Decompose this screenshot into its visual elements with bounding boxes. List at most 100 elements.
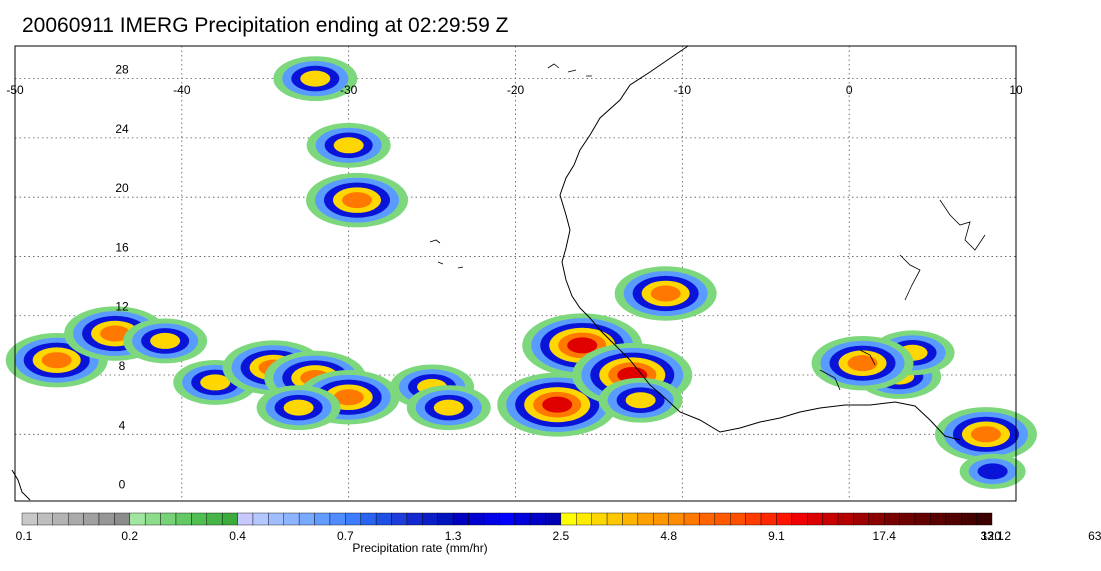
precip-cell bbox=[123, 318, 208, 364]
precipitation-field bbox=[5, 56, 1037, 489]
precip-cell bbox=[598, 377, 683, 423]
colorbar-swatch bbox=[175, 512, 192, 526]
colorbar-tick-label: 4.8 bbox=[660, 529, 677, 543]
colorbar-swatch bbox=[930, 512, 947, 526]
colorbar-swatch bbox=[468, 512, 485, 526]
colorbar-swatch bbox=[98, 512, 115, 526]
colorbar-swatch bbox=[853, 512, 870, 526]
colorbar-swatch bbox=[837, 512, 854, 526]
precip-contour bbox=[970, 426, 1001, 443]
colorbar-swatch bbox=[514, 512, 531, 526]
graticule bbox=[15, 46, 1016, 501]
colorbar-swatch bbox=[529, 512, 546, 526]
precip-cell bbox=[497, 372, 618, 437]
africa-coastline bbox=[559, 45, 961, 441]
colorbar-swatch bbox=[545, 512, 562, 526]
colorbar-swatch bbox=[314, 512, 331, 526]
colorbar-swatch bbox=[560, 512, 577, 526]
colorbar-swatch bbox=[129, 512, 146, 526]
colorbar-swatch bbox=[298, 512, 315, 526]
colorbar-swatch bbox=[884, 512, 900, 526]
latitude-label: 20 bbox=[115, 181, 129, 195]
colorbar-swatch bbox=[21, 512, 38, 526]
precip-cell bbox=[934, 407, 1037, 462]
colorbar-tick-label: 33.1 bbox=[980, 529, 1004, 543]
colorbar-swatch bbox=[745, 512, 762, 526]
precip-cell bbox=[273, 56, 358, 102]
precip-contour bbox=[333, 137, 364, 154]
coastline bbox=[11, 45, 986, 501]
colorbar-swatch bbox=[499, 512, 515, 526]
colorbar-swatch bbox=[791, 512, 808, 526]
colorbar-swatch bbox=[899, 512, 916, 526]
colorbar-swatch bbox=[483, 512, 500, 526]
precip-cell bbox=[959, 453, 1026, 489]
precip-contour bbox=[650, 285, 681, 302]
inland-water-outline bbox=[819, 199, 986, 391]
colorbar-tick-label: 17.4 bbox=[873, 529, 897, 543]
colorbar-swatch bbox=[37, 512, 53, 526]
colorbar-swatch bbox=[699, 512, 716, 526]
precip-contour bbox=[150, 332, 181, 349]
latitude-label: 4 bbox=[119, 418, 126, 432]
precip-contour bbox=[977, 463, 1008, 480]
colorbar-swatch bbox=[391, 512, 408, 526]
colorbar-tick-label: 0.7 bbox=[337, 529, 354, 543]
colorbar-swatch bbox=[807, 512, 823, 526]
latitude-label: 28 bbox=[115, 63, 129, 77]
colorbar-swatch bbox=[221, 512, 238, 526]
latitude-label: 16 bbox=[115, 240, 129, 254]
precip-contour bbox=[283, 399, 314, 416]
colorbar-label: Precipitation rate (mm/hr) bbox=[352, 541, 487, 555]
colorbar-tick-label: 0.1 bbox=[16, 529, 33, 543]
colorbar-swatch bbox=[591, 512, 608, 526]
precip-contour bbox=[542, 396, 573, 413]
colorbar-swatch bbox=[914, 512, 931, 526]
colorbar-swatch bbox=[360, 512, 377, 526]
longitude-label: 0 bbox=[846, 83, 853, 97]
colorbar-swatch bbox=[375, 512, 392, 526]
latitude-labels: 0 4 8 12 16 20 24 28 bbox=[115, 63, 129, 492]
precip-contour bbox=[342, 192, 373, 209]
precip-cell bbox=[614, 266, 717, 321]
colorbar-swatch bbox=[976, 512, 993, 526]
map-title: 20060911 IMERG Precipitation ending at 0… bbox=[22, 14, 509, 37]
colorbar-tick-label: 0.2 bbox=[121, 529, 138, 543]
colorbar-swatch bbox=[52, 512, 69, 526]
latitude-label: 0 bbox=[119, 478, 126, 492]
latitude-label: 24 bbox=[115, 122, 129, 136]
precip-contour bbox=[567, 337, 598, 354]
colorbar-swatch bbox=[144, 512, 161, 526]
colorbar-swatch bbox=[67, 512, 84, 526]
precip-cell bbox=[306, 172, 409, 228]
longitude-label: -40 bbox=[173, 83, 191, 97]
longitude-label: 10 bbox=[1009, 83, 1023, 97]
islands-outline bbox=[429, 63, 592, 269]
colorbar-swatch bbox=[83, 512, 100, 526]
colorbar-tick-label: 9.1 bbox=[768, 529, 785, 543]
colorbar-swatch bbox=[114, 512, 130, 526]
colorbar-swatch bbox=[452, 512, 469, 526]
longitude-label: -30 bbox=[340, 83, 358, 97]
colorbar-swatch bbox=[606, 512, 623, 526]
colorbar-swatch bbox=[237, 512, 254, 526]
colorbar-swatch bbox=[637, 512, 654, 526]
colorbar-swatch bbox=[191, 512, 207, 526]
colorbar-swatch bbox=[683, 512, 700, 526]
precip-cell bbox=[406, 385, 491, 431]
precip-contour bbox=[433, 399, 464, 416]
longitude-label: -50 bbox=[6, 83, 24, 97]
colorbar-tick-label: 1.3 bbox=[445, 529, 462, 543]
precip-cell bbox=[306, 122, 391, 168]
precip-contour bbox=[625, 392, 656, 409]
colorbar-swatch bbox=[422, 512, 438, 526]
colorbar-swatch bbox=[622, 512, 639, 526]
precip-contour bbox=[300, 70, 331, 87]
colorbar-swatch bbox=[714, 512, 731, 526]
precip-contour bbox=[100, 325, 131, 342]
colorbar-swatch bbox=[329, 512, 346, 526]
precip-cell bbox=[256, 385, 341, 431]
colorbar-swatch bbox=[268, 512, 284, 526]
colorbar-tick-label: 63.1 bbox=[1088, 529, 1101, 543]
